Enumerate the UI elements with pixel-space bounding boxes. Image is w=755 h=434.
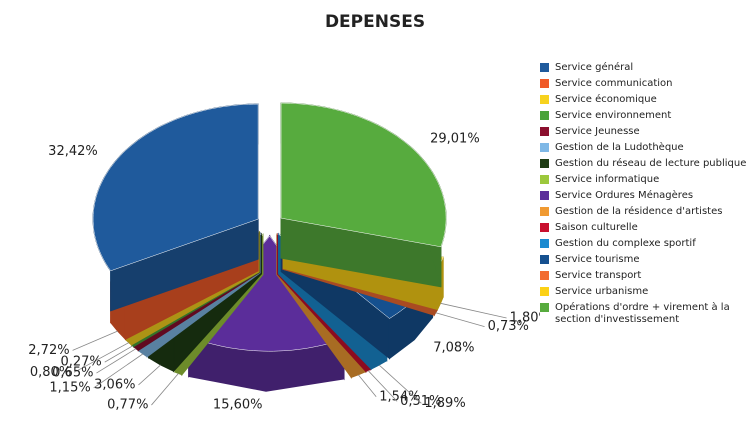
legend-swatch: [540, 223, 549, 232]
chart-title: DEPENSES: [325, 12, 425, 32]
legend-item: Gestion de la Ludothèque: [540, 142, 750, 154]
leader-line: [93, 353, 144, 389]
legend-swatch: [540, 207, 549, 216]
leader-line: [96, 348, 137, 374]
legend-item: Service tourisme: [540, 254, 750, 266]
legend-label: Service tourisme: [555, 254, 640, 265]
data-label: 32,42%: [48, 144, 98, 159]
leader-line: [367, 370, 398, 402]
legend: Service général Service communication Serv…: [540, 62, 750, 330]
data-label: 0,73%: [488, 319, 529, 334]
slice: [188, 235, 345, 352]
legend-item: Gestion de la résidence d'artistes: [540, 206, 750, 218]
legend-label: Service informatique: [555, 174, 660, 185]
legend-swatch: [540, 159, 549, 168]
legend-swatch: [540, 127, 549, 136]
legend-swatch: [540, 95, 549, 104]
legend-item: Opérations d'ordre + virement à la secti…: [540, 302, 750, 326]
chart: DEPENSES 32,42% 2,72% 0,80%0,27%0,65%1,15%…: [28, 12, 540, 413]
data-label: 1,89%: [424, 396, 465, 411]
legend-item: Service transport: [540, 270, 750, 282]
leader-line: [440, 302, 507, 319]
data-label: 1,80%: [510, 310, 540, 325]
data-label: 0,80%: [30, 365, 71, 380]
data-label: 0,65%: [52, 366, 93, 381]
data-label: 0,77%: [107, 398, 148, 413]
legend-label: Gestion de la Ludothèque: [555, 142, 684, 153]
leader-line: [72, 330, 118, 351]
legend-item: Service général: [540, 62, 750, 74]
legend-label: Saison culturelle: [555, 222, 638, 233]
slice: [280, 102, 447, 288]
leader-line: [435, 312, 485, 328]
legend-label: Service communication: [555, 78, 673, 89]
leader-line: [357, 374, 377, 398]
leader-line: [138, 364, 161, 386]
legend-swatch: [540, 143, 549, 152]
leader-line: [151, 373, 179, 406]
legend-swatch: [540, 271, 549, 280]
legend-item: Service Jeunesse: [540, 126, 750, 138]
legend-swatch: [540, 303, 549, 312]
leader-line: [378, 364, 422, 404]
legend-swatch: [540, 175, 549, 184]
slice: [92, 103, 259, 272]
legend-item: Gestion du réseau de lecture publique: [540, 158, 750, 170]
data-label: 15,60%: [213, 397, 263, 412]
data-label: 2,72%: [28, 343, 69, 358]
leader-line: [104, 345, 133, 363]
slice: [92, 103, 259, 312]
legend-swatch: [540, 239, 549, 248]
legend-swatch: [540, 191, 549, 200]
legend-label: Service économique: [555, 94, 657, 105]
data-label: 0,27%: [60, 355, 101, 370]
legend-swatch: [540, 111, 549, 120]
legend-label: Service Ordures Ménagères: [555, 190, 694, 201]
legend-item: Service informatique: [540, 174, 750, 186]
legend-item: Service communication: [540, 78, 750, 90]
data-label: 29,01%: [430, 132, 480, 147]
legend-label: Service Jeunesse: [555, 126, 640, 137]
legend-swatch: [540, 63, 549, 72]
legend-swatch: [540, 287, 549, 296]
legend-item: Service Ordures Ménagères: [540, 190, 750, 202]
data-label: 3,06%: [94, 377, 135, 392]
slice: [280, 102, 447, 248]
legend-label: Gestion du réseau de lecture publique: [555, 158, 747, 169]
legend-item: Saison culturelle: [540, 222, 750, 234]
data-label: 0,51%: [400, 394, 441, 409]
legend-label: Service transport: [555, 270, 642, 281]
legend-label: Gestion du complexe sportif: [555, 238, 696, 249]
legend-label: Service urbanisme: [555, 286, 649, 297]
legend-label: Service général: [555, 62, 634, 73]
legend-swatch: [540, 79, 549, 88]
legend-item: Gestion du complexe sportif: [540, 238, 750, 250]
leader-line: [73, 342, 130, 373]
legend-item: Service urbanisme: [540, 286, 750, 298]
data-label: 7,08%: [433, 340, 474, 355]
legend-item: Service environnement: [540, 110, 750, 122]
legend-swatch: [540, 255, 549, 264]
legend-item: Service économique: [540, 94, 750, 106]
legend-label: Service environnement: [555, 110, 672, 121]
legend-label: Opérations d'ordre + virement à la secti…: [555, 302, 730, 325]
legend-label: Gestion de la résidence d'artistes: [555, 206, 723, 217]
data-label: 1,15%: [49, 380, 90, 395]
